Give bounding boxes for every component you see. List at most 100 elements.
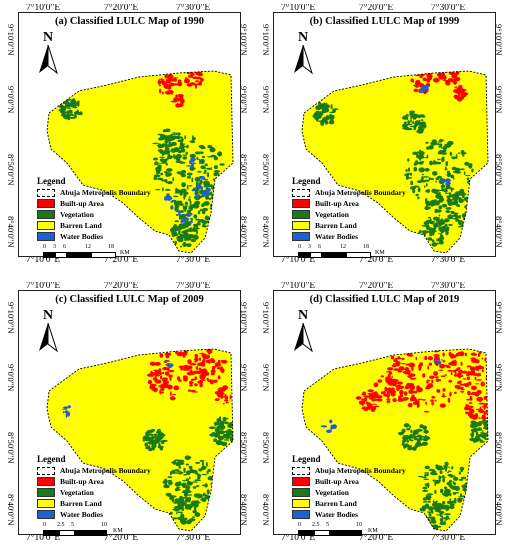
metropolis-boundary bbox=[301, 70, 489, 254]
lon-label-top: 7°10'0"E bbox=[281, 282, 316, 291]
legend-swatch bbox=[37, 188, 55, 197]
scale-bar: 0 2.5 5 10 KM bbox=[298, 522, 418, 536]
lon-label-bottom: 7°10'0"E bbox=[281, 255, 316, 264]
map-panel-b: 7°10'0"E 7°10'0"E 7°20'0"E 7°20'0"E 7°30'0"E… bbox=[261, 4, 506, 264]
lon-label-bottom: 7°30'0"E bbox=[176, 255, 211, 264]
legend-swatch bbox=[292, 499, 310, 508]
north-arrow-icon bbox=[39, 322, 58, 353]
legend-item: Abuja Metropolis Boundary bbox=[292, 187, 406, 198]
map-panel-d: 7°10'0"E 7°10'0"E 7°20'0"E 7°20'0"E 7°30'0"E… bbox=[261, 282, 506, 542]
north-label: N bbox=[42, 30, 54, 45]
lat-label-left: 9°0'0"N bbox=[261, 86, 271, 114]
legend-item: Abuja Metropolis Boundary bbox=[37, 187, 151, 198]
lat-label-left: 8°40'0"N bbox=[261, 494, 271, 526]
map-frame: (d) Classified LULC Map of 2019 N Legend Ab… bbox=[273, 290, 496, 536]
legend-label: Barren Land bbox=[315, 499, 357, 508]
scale-tick: 10 bbox=[101, 522, 107, 528]
legend-label: Water Bodies bbox=[315, 232, 358, 241]
legend-label: Built-up Area bbox=[60, 199, 104, 208]
scale-tick: 3 bbox=[308, 244, 311, 250]
legend-item: Water Bodies bbox=[292, 509, 406, 520]
legend-label: Abuja Metropolis Boundary bbox=[60, 466, 151, 475]
legend-label: Vegetation bbox=[315, 210, 349, 219]
north-label: N bbox=[297, 30, 309, 45]
north-arrow-icon bbox=[294, 44, 313, 75]
legend-label: Water Bodies bbox=[60, 232, 103, 241]
scale-tick: 3 bbox=[53, 244, 56, 250]
scale-tick: 6 bbox=[318, 244, 321, 250]
lon-label-top: 7°20'0"E bbox=[359, 4, 394, 13]
lon-label-top: 7°30'0"E bbox=[431, 282, 466, 291]
scale-tick: 2.5 bbox=[57, 522, 65, 528]
scale-unit: KM bbox=[375, 250, 385, 256]
scale-tick: 12 bbox=[340, 244, 346, 250]
legend-swatch bbox=[37, 499, 55, 508]
scale-bar: 0 2.5 5 10 KM bbox=[43, 522, 163, 536]
lat-label-left: 9°10'0"N bbox=[6, 24, 16, 56]
lon-label-top: 7°10'0"E bbox=[26, 4, 61, 13]
lon-label-top: 7°20'0"E bbox=[359, 282, 394, 291]
legend-label: Water Bodies bbox=[60, 510, 103, 519]
legend-title: Legend bbox=[292, 176, 321, 186]
legend-item: Barren Land bbox=[37, 498, 151, 509]
scale-bar: 0 3 6 12 18 KM bbox=[43, 244, 163, 258]
legend-swatch bbox=[292, 232, 310, 241]
lulc-map-c bbox=[46, 348, 234, 532]
legend-label: Built-up Area bbox=[315, 477, 359, 486]
legend-label: Abuja Metropolis Boundary bbox=[315, 188, 406, 197]
legend-swatch bbox=[292, 221, 310, 230]
metropolis-boundary bbox=[46, 348, 234, 532]
legend-item: Built-up Area bbox=[292, 198, 406, 209]
scale-tick: 10 bbox=[356, 522, 362, 528]
scale-tick: 0 bbox=[43, 522, 46, 528]
legend-title: Legend bbox=[37, 454, 66, 464]
lon-label-bottom: 7°20'0"E bbox=[104, 533, 139, 542]
north-arrow: N bbox=[37, 309, 59, 358]
lulc-map-d bbox=[301, 348, 489, 532]
map-panel-a: 7°10'0"E 7°10'0"E 7°20'0"E 7°20'0"E 7°30'0"E… bbox=[6, 4, 251, 264]
scale-bar: 0 3 6 12 18 KM bbox=[298, 244, 418, 258]
lon-label-top: 7°10'0"E bbox=[26, 282, 61, 291]
legend-swatch bbox=[292, 199, 310, 208]
lat-label-left: 8°40'0"N bbox=[6, 216, 16, 248]
legend-label: Barren Land bbox=[315, 221, 357, 230]
legend-item: Built-up Area bbox=[292, 476, 406, 487]
vegetation-patches bbox=[312, 101, 474, 247]
scale-unit: KM bbox=[120, 250, 130, 256]
legend-swatch bbox=[292, 188, 310, 197]
lon-label-top: 7°30'0"E bbox=[431, 4, 466, 13]
legend: Legend Abuja Metropolis Boundary Built-up … bbox=[292, 454, 406, 520]
panel-title: (b) Classified LULC Map of 1999 bbox=[309, 16, 460, 27]
north-arrow: N bbox=[292, 31, 314, 80]
scale-bar-segments bbox=[298, 252, 418, 258]
water-patches bbox=[61, 359, 174, 418]
legend-swatch bbox=[292, 488, 310, 497]
scale-bar-segments bbox=[43, 252, 163, 258]
map-frame: (c) Classified LULC Map of 2009 N Legend Ab… bbox=[18, 290, 241, 536]
lon-label-bottom: 7°20'0"E bbox=[359, 255, 394, 264]
legend-item: Built-up Area bbox=[37, 476, 151, 487]
scale-bar-segments bbox=[43, 530, 163, 536]
legend-label: Abuja Metropolis Boundary bbox=[315, 466, 406, 475]
built-up-patches bbox=[146, 349, 232, 405]
water-patches bbox=[419, 85, 451, 186]
legend-title: Legend bbox=[37, 176, 66, 186]
lon-label-top: 7°30'0"E bbox=[176, 282, 211, 291]
metropolis-boundary bbox=[301, 348, 489, 532]
legend-swatch bbox=[37, 466, 55, 475]
legend-item: Barren Land bbox=[292, 220, 406, 231]
legend-label: Barren Land bbox=[60, 221, 102, 230]
legend-label: Vegetation bbox=[60, 488, 94, 497]
map-frame: (a) Classified LULC Map of 1990 N Legend Ab… bbox=[18, 12, 241, 258]
lat-label-left: 8°50'0"N bbox=[6, 432, 16, 464]
scale-tick: 0 bbox=[298, 522, 301, 528]
scale-bar-segments bbox=[298, 530, 418, 536]
scale-tick: 0 bbox=[298, 244, 301, 250]
legend-swatch bbox=[292, 466, 310, 475]
legend-item: Abuja Metropolis Boundary bbox=[37, 465, 151, 476]
legend-label: Vegetation bbox=[60, 210, 94, 219]
legend-swatch bbox=[37, 232, 55, 241]
legend: Legend Abuja Metropolis Boundary Built-up … bbox=[37, 176, 151, 242]
legend-swatch bbox=[37, 210, 55, 219]
legend-item: Vegetation bbox=[292, 487, 406, 498]
